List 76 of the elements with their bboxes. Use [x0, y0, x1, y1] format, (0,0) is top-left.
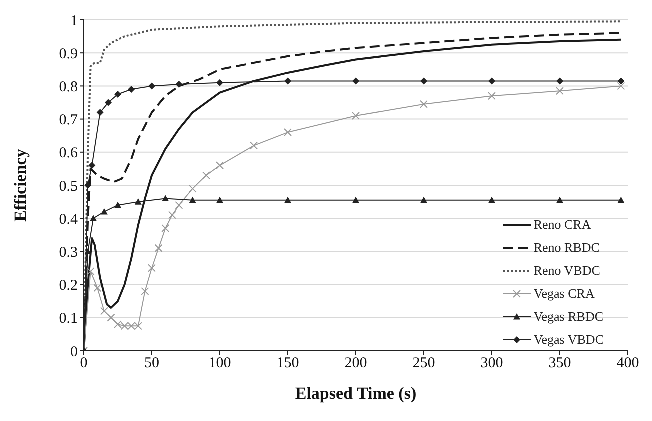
legend-label: Reno VBDC [534, 262, 600, 278]
legend-label: Reno RBDC [534, 240, 600, 256]
point [84, 182, 92, 189]
point [90, 215, 98, 222]
point [420, 196, 428, 204]
point [141, 287, 150, 296]
y-tick-label: 0.8 [59, 80, 78, 96]
x-axis-title: Elapsed Time (s) [295, 384, 417, 403]
point [189, 196, 196, 204]
point [94, 284, 102, 292]
legend-label: Vegas VBDC [534, 332, 604, 348]
point [420, 78, 428, 85]
x-tick-label: 300 [480, 356, 504, 372]
point [100, 208, 108, 215]
legend-label: Vegas RBDC [534, 308, 604, 324]
point [420, 100, 428, 108]
y-tick-label: 0.1 [59, 311, 78, 328]
point [162, 195, 170, 202]
x-tick-label: 350 [548, 356, 572, 372]
point [148, 264, 156, 272]
point [107, 314, 116, 322]
point [250, 142, 258, 150]
x-tick-label: 100 [208, 356, 232, 372]
point [488, 196, 496, 204]
legend-label: Vegas CRA [534, 286, 595, 302]
point [114, 202, 122, 208]
x-tick-label: 400 [616, 356, 640, 372]
point [352, 196, 360, 204]
y-tick-label: 0 [70, 344, 78, 360]
y-tick-label: 0.5 [59, 178, 78, 195]
point [84, 248, 92, 254]
point [96, 109, 104, 116]
y-tick-label: 0.9 [59, 46, 78, 62]
point [175, 201, 184, 210]
point [216, 196, 224, 204]
y-tick-label: 0.7 [59, 112, 78, 129]
point [216, 79, 224, 86]
y-tick-label: 0.4 [59, 212, 78, 228]
point [216, 162, 224, 170]
x-tick-label: 250 [412, 356, 436, 372]
point [202, 172, 210, 180]
point [100, 307, 108, 316]
x-tick-label: 50 [144, 356, 160, 372]
point [168, 211, 176, 220]
point [88, 162, 96, 170]
point [284, 128, 292, 137]
point [162, 224, 170, 233]
point [114, 90, 122, 98]
point [618, 78, 625, 85]
point [556, 196, 564, 204]
point [128, 86, 136, 94]
point [86, 268, 95, 276]
point [488, 92, 496, 100]
point [134, 198, 142, 205]
point [352, 78, 360, 85]
point [556, 78, 564, 85]
x-tick-label: 150 [276, 356, 300, 372]
point [154, 244, 163, 252]
y-axis-title: Efficiency [11, 148, 30, 222]
y-tick-label: 0.6 [59, 146, 78, 162]
point [352, 112, 360, 120]
point [284, 78, 292, 85]
point [148, 82, 156, 90]
point [284, 196, 292, 204]
point [488, 78, 496, 85]
point [188, 184, 197, 193]
point [617, 82, 626, 90]
x-tick-label: 200 [344, 356, 368, 372]
point [176, 81, 183, 88]
point [618, 196, 625, 204]
point [104, 99, 112, 106]
legend-label: Reno CRA [534, 216, 592, 232]
y-tick-label: 0.3 [59, 245, 78, 262]
y-tick-label: 1 [70, 13, 78, 30]
point [556, 87, 564, 96]
y-tick-label: 0.2 [59, 278, 78, 294]
